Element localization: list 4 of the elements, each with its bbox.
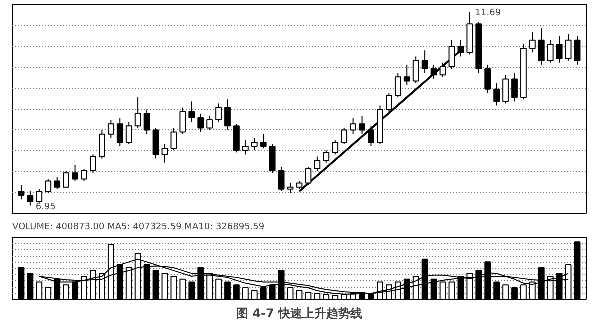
annotation: 6.95 bbox=[36, 202, 56, 212]
chart-title: VOLUME: 400873.00 MA5: 407325.59 MA10: 326895.59 bbox=[12, 222, 265, 232]
annotation: 11.69 bbox=[475, 8, 502, 19]
caption: 图 4-7 快速上升趋势线 bbox=[236, 306, 363, 320]
